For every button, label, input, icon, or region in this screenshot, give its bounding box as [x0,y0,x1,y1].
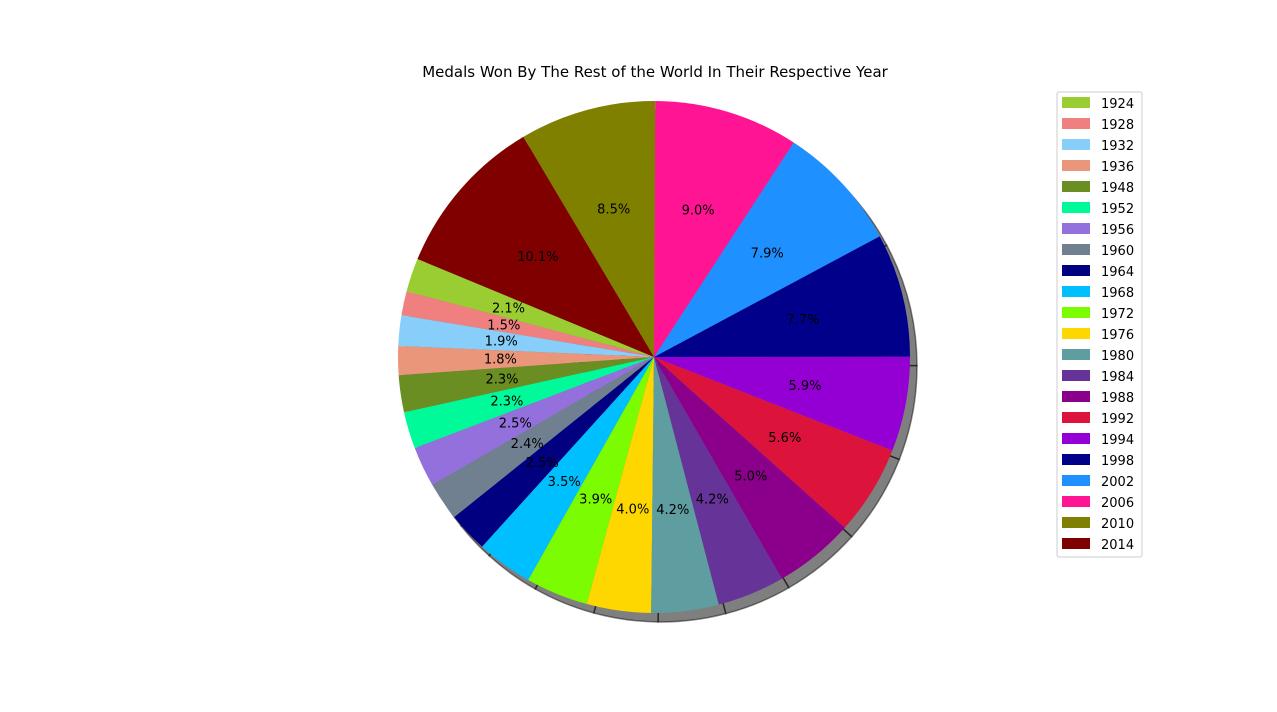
pie-slice-2014 [417,136,654,357]
pct-label-1924: 2.1% [492,301,525,316]
pct-label-1998: 7.7% [786,313,819,328]
legend-label-1928: 1928 [1101,118,1134,133]
pct-label-1976: 4.0% [616,503,649,518]
pct-label-1968: 3.5% [548,475,581,490]
legend-label-1936: 1936 [1101,160,1134,175]
pct-label-1956: 2.5% [499,416,532,431]
pct-label-1980: 4.2% [656,503,689,518]
chart-title: Medals Won By The Rest of the World In T… [422,63,888,81]
pie-slice-2002 [654,142,880,357]
pct-label-1948: 2.3% [485,373,518,388]
legend-swatch-1952 [1062,202,1090,213]
pie-slice-1936 [398,346,654,376]
legend-label-1952: 1952 [1101,202,1134,217]
legend-label-1948: 1948 [1101,181,1134,196]
legend-label-1992: 1992 [1101,412,1134,427]
legend-swatch-1994 [1062,433,1090,444]
pie-slice-1964 [454,357,654,547]
percent-labels: 2.1% 1.5% 1.9% 1.8% 2.3% 2.3% 2.5% 2.4% 2.5% 3.5%… [484,202,822,518]
legend-swatch-1928 [1062,118,1090,129]
legend-swatch-1984 [1062,370,1090,381]
pie-slice-1948 [398,357,654,413]
legend-swatch-2014 [1062,538,1090,549]
pct-label-1960: 2.4% [511,437,544,452]
legend-swatch-1972 [1062,307,1090,318]
pie-slice-1928 [401,291,654,357]
pie-slice-1956 [414,357,654,485]
pct-label-2002: 7.9% [751,247,784,262]
pie-slice-1992 [654,357,893,528]
pie-slice-1924 [406,259,654,357]
pie-slice-2010 [523,100,656,357]
legend-swatch-1936 [1062,160,1090,171]
legend-label-1998: 1998 [1101,454,1134,469]
legend-label-1976: 1976 [1101,328,1134,343]
legend-swatch-1964 [1062,265,1090,276]
pie-slices [398,100,911,613]
legend-swatch-1948 [1062,181,1090,192]
pie-slice-1998 [654,236,910,357]
legend-swatch-1924 [1062,97,1090,108]
pct-label-1992: 5.6% [768,431,801,446]
legend-label-1956: 1956 [1101,223,1134,238]
legend-swatch-1956 [1062,223,1090,234]
legend-swatch-2006 [1062,496,1090,507]
legend-label-2014: 2014 [1101,538,1134,553]
legend-swatch-2002 [1062,475,1090,486]
pie-slice-1960 [432,357,654,518]
legend-label-2006: 2006 [1101,496,1134,511]
pct-label-1984: 4.2% [696,493,729,508]
legend-label-1984: 1984 [1101,370,1134,385]
legend-swatch-1988 [1062,391,1090,402]
legend-label-1960: 1960 [1101,244,1134,259]
pct-label-1994: 5.9% [788,379,821,394]
legend-label-1968: 1968 [1101,286,1134,301]
pct-label-1936: 1.8% [484,353,517,368]
legend-label-1980: 1980 [1101,349,1134,364]
pie-slice-1968 [482,357,654,580]
pct-label-1988: 5.0% [734,470,767,485]
legend-label-1964: 1964 [1101,265,1134,280]
pie-slice-1980 [651,357,719,613]
pie-slice-1952 [404,357,654,449]
legend-swatch-1998 [1062,454,1090,465]
legend-swatch-1932 [1062,139,1090,150]
pct-label-1952: 2.3% [490,395,523,410]
legend-swatch-2010 [1062,517,1090,528]
legend-label-2002: 2002 [1101,475,1134,490]
legend-label-1994: 1994 [1101,433,1134,448]
pct-label-1964: 2.5% [526,456,559,471]
pct-label-1972: 3.9% [579,493,612,508]
legend-swatch-1968 [1062,286,1090,297]
legend-label-1932: 1932 [1101,139,1134,154]
pct-label-2010: 8.5% [597,202,630,217]
pie-slice-1932 [398,315,654,357]
pie-slice-1994 [654,356,911,451]
pie-slice-1976 [586,357,654,613]
legend-swatch-1976 [1062,328,1090,339]
legend-label-1924: 1924 [1101,97,1134,112]
legend: 1924 1928 1932 1936 1948 1952 1956 1960 1964 1968… [1056,91,1143,558]
pie-slice-2006 [654,101,794,357]
pct-label-2014: 10.1% [517,250,558,265]
pie-slice-1984 [654,357,782,605]
pct-label-1932: 1.9% [485,335,518,350]
legend-swatch-1980 [1062,349,1090,360]
pct-label-1928: 1.5% [487,318,520,333]
pct-label-2006: 9.0% [682,203,715,218]
legend-label-2010: 2010 [1101,517,1134,532]
pie-slice-1988 [654,357,845,579]
legend-label-1988: 1988 [1101,391,1134,406]
legend-swatch-1992 [1062,412,1090,423]
legend-label-1972: 1972 [1101,307,1134,322]
pie-slice-1972 [528,357,654,605]
legend-swatch-1960 [1062,244,1090,255]
